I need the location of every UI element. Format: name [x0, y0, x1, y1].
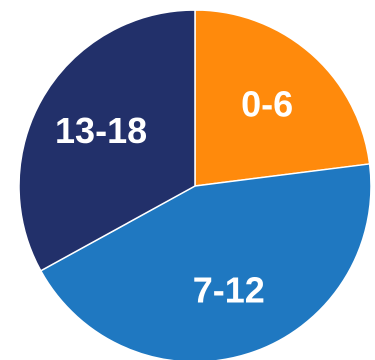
- pie-slice-7-12: [39, 163, 372, 360]
- pie-slice-0-6: [194, 9, 371, 187]
- slice-label-0-6: 0-6: [241, 84, 293, 125]
- labels-layer: 0-6 7-12 13-18: [55, 84, 293, 311]
- pie-slice-13-18: [18, 9, 196, 272]
- slice-label-7-12: 7-12: [193, 269, 265, 310]
- slices-layer: [18, 9, 372, 360]
- slice-label-13-18: 13-18: [55, 110, 147, 151]
